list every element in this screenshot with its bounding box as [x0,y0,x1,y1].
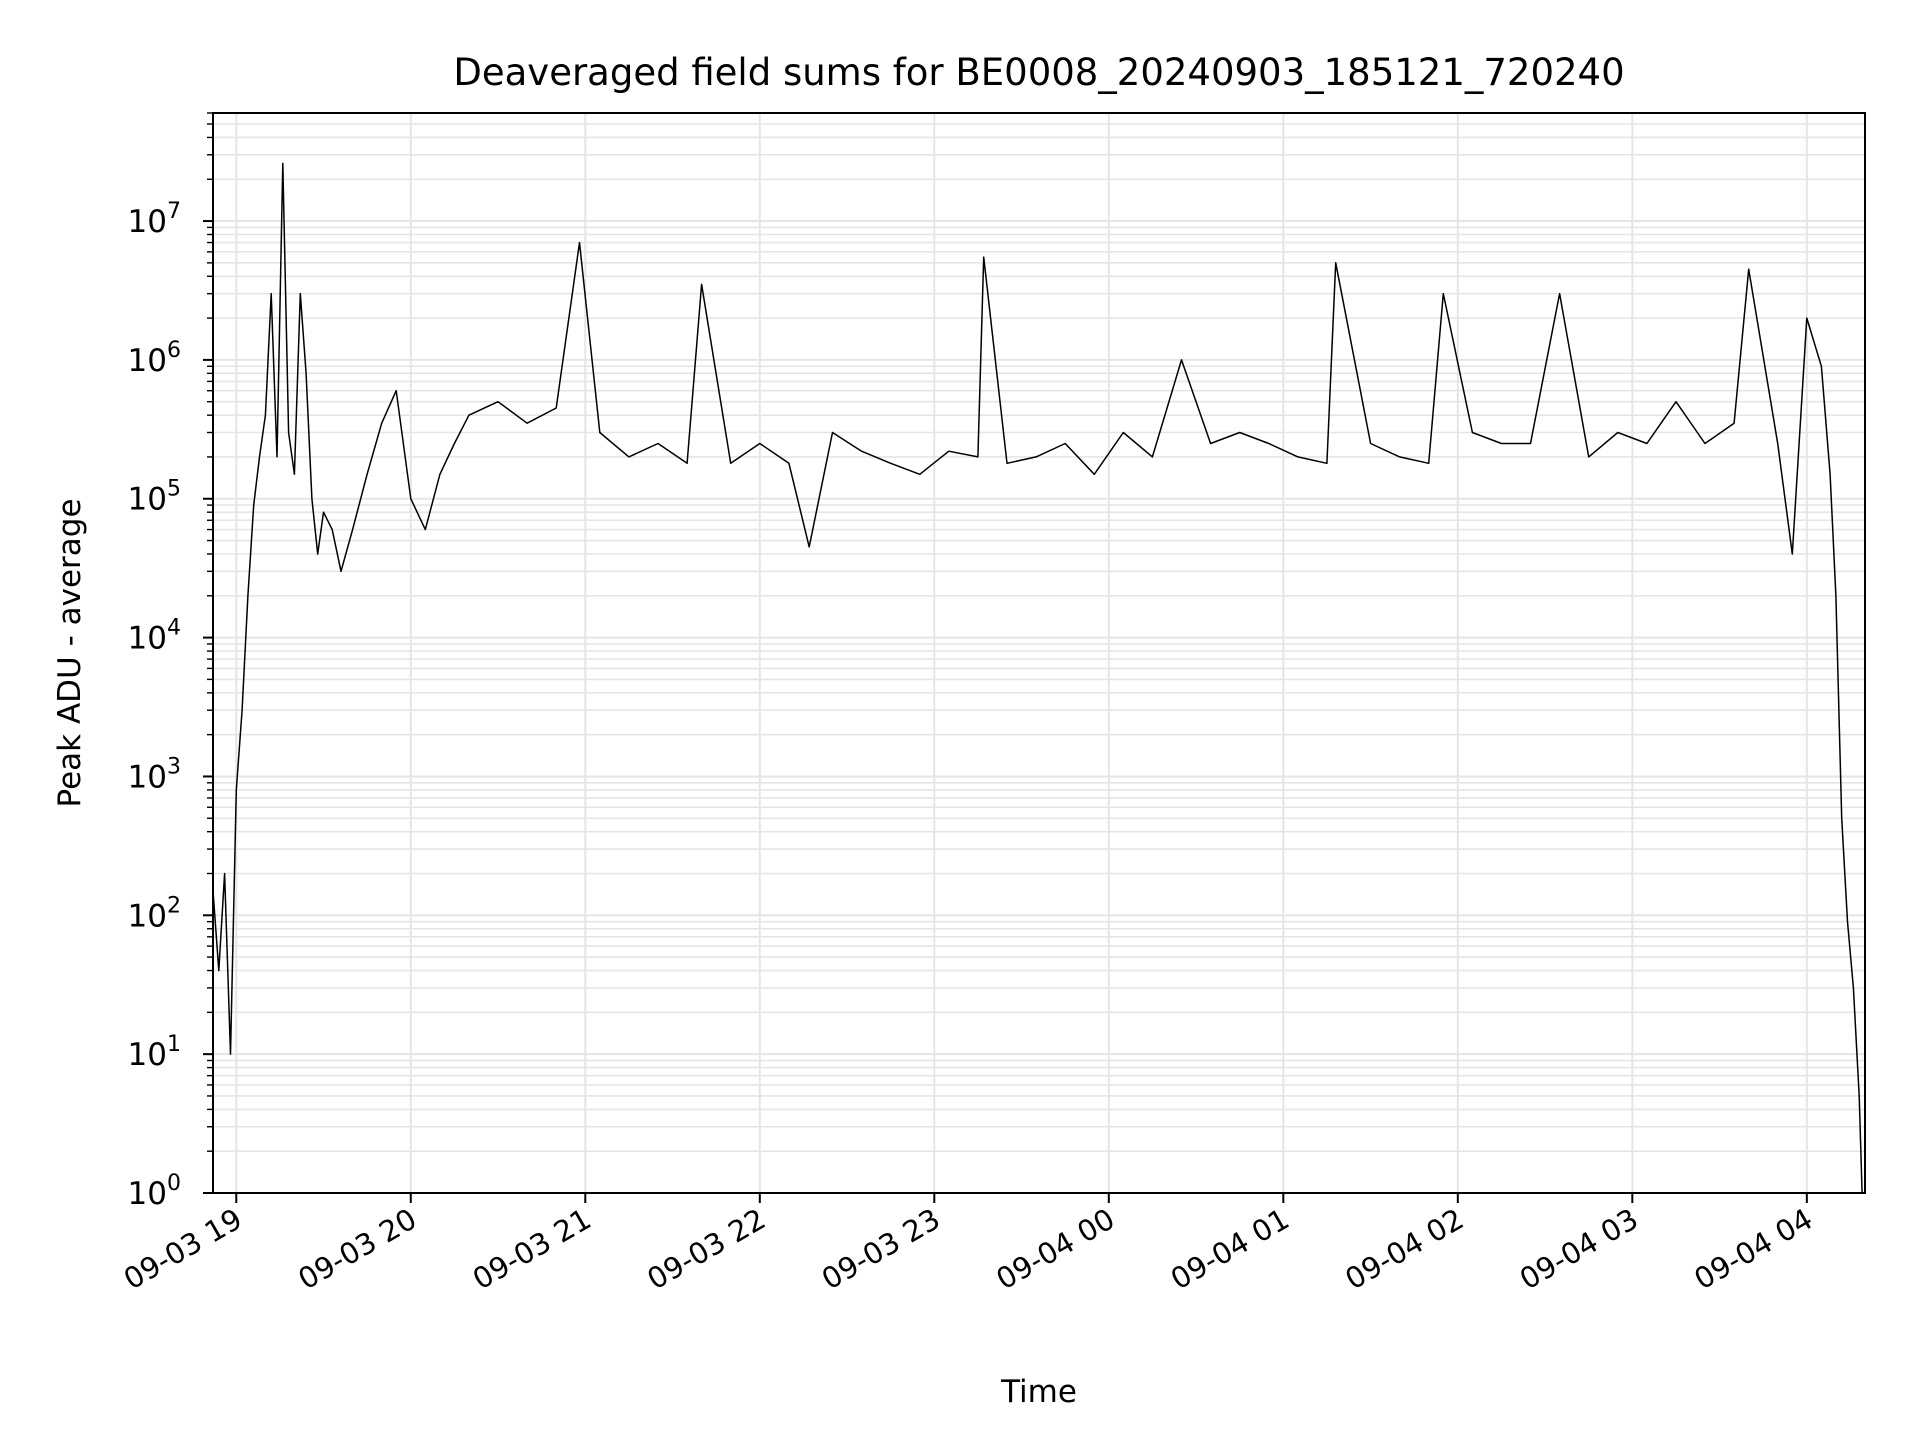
y-tick-label: 107 [128,199,181,240]
y-tick-label: 105 [128,477,181,518]
x-tick-label: 09-03 22 [641,1202,771,1297]
x-tick-label: 09-04 00 [990,1202,1120,1297]
x-tick-label: 09-04 01 [1165,1202,1295,1297]
y-tick-label: 103 [128,754,181,795]
x-tick-label: 09-03 23 [816,1202,946,1297]
y-tick-label: 104 [128,616,181,657]
chart-title: Deaveraged field sums for BE0008_2024090… [453,51,1624,94]
series-layer [212,162,1863,1194]
x-tick-label: 09-04 04 [1688,1202,1818,1297]
x-tick-label: 09-03 19 [118,1202,248,1297]
plot-frame [212,112,1866,1194]
x-axis-label: Time [1000,1374,1077,1410]
x-tick-label: 09-03 21 [467,1202,597,1297]
y-tick-label: 101 [128,1032,181,1073]
x-tick-label: 09-04 03 [1514,1202,1644,1297]
y-tick-label: 106 [128,338,181,379]
y-tick-label: 100 [128,1171,181,1212]
ticks: 09-03 19 09-03 20 09-03 21 09-03 22 09-03 23… [118,112,1818,1297]
y-tick-label: 102 [128,893,181,934]
grid [213,112,1865,1194]
y-axis-label: Peak ADU - average [52,498,88,807]
series-line [212,162,1863,1194]
x-tick-label: 09-03 20 [292,1202,422,1297]
x-tick-label: 09-04 02 [1339,1202,1469,1297]
